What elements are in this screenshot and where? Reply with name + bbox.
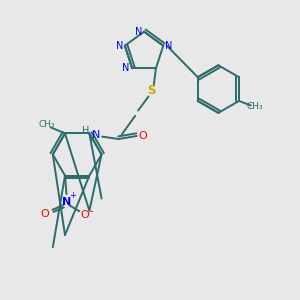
- Text: CH₃: CH₃: [247, 102, 264, 111]
- Text: CH₃: CH₃: [38, 120, 55, 129]
- Text: -: -: [89, 206, 93, 216]
- Text: N: N: [135, 27, 142, 37]
- Text: S: S: [147, 84, 156, 97]
- Text: N: N: [165, 41, 172, 51]
- Text: H: H: [82, 126, 89, 136]
- Text: N: N: [122, 63, 129, 73]
- Text: N: N: [116, 41, 123, 51]
- Text: O: O: [40, 209, 49, 219]
- Text: +: +: [70, 191, 76, 200]
- Text: O: O: [138, 131, 147, 141]
- Text: O: O: [80, 210, 89, 220]
- Text: N: N: [92, 130, 100, 140]
- Text: N: N: [62, 197, 71, 207]
